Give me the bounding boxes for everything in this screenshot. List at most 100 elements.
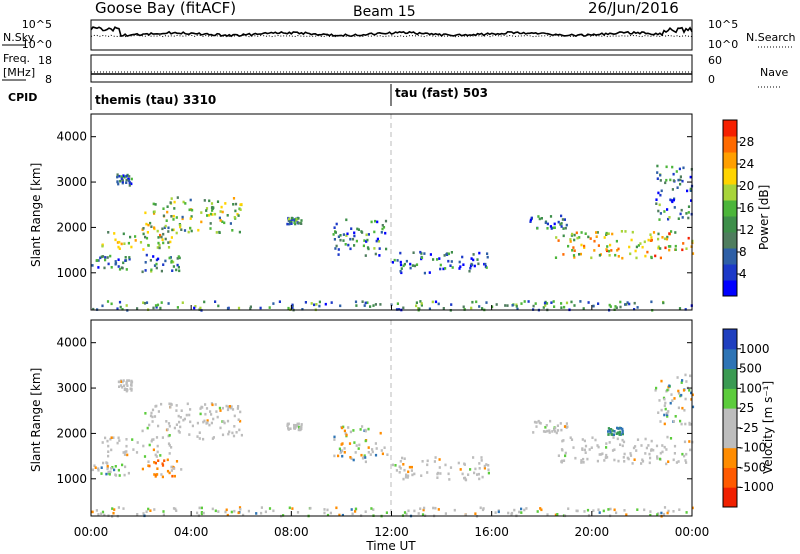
range-gate-cell: [217, 304, 220, 308]
range-gate-cell: [378, 254, 381, 257]
range-gate-cell: [450, 251, 453, 254]
range-gate-cell: [625, 303, 628, 306]
range-gate-cell: [646, 250, 649, 254]
range-gate-cell: [168, 471, 171, 475]
y-tick-label: 1000: [56, 472, 87, 486]
range-gate-cell: [622, 440, 626, 444]
range-gate-cell: [178, 431, 181, 434]
range-gate-cell: [110, 302, 113, 306]
range-gate-cell: [118, 439, 121, 442]
range-gate-cell: [149, 259, 152, 262]
range-gate-cell: [661, 444, 664, 447]
range-gate-cell: [472, 456, 475, 459]
range-gate-cell: [592, 304, 595, 308]
range-gate-cell: [340, 443, 343, 446]
range-gate-cell: [335, 244, 338, 248]
range-gate-cell: [580, 459, 583, 462]
range-gate-cell: [326, 508, 329, 512]
range-gate-cell: [391, 261, 394, 264]
range-gate-cell: [154, 475, 157, 478]
range-gate-cell: [621, 438, 624, 442]
y-tick-label: 2000: [56, 426, 87, 440]
range-gate-cell: [147, 244, 150, 247]
range-gate-cell: [343, 447, 346, 450]
range-gate-cell: [684, 308, 687, 311]
range-gate-cell: [282, 514, 285, 517]
range-gate-cell: [621, 432, 624, 436]
range-gate-cell: [420, 474, 423, 477]
range-gate-cell: [685, 212, 688, 215]
range-gate-cell: [662, 512, 666, 516]
range-gate-cell: [467, 473, 470, 476]
range-gate-cell: [671, 188, 674, 191]
range-gate-cell: [544, 426, 547, 429]
range-gate-cell: [175, 216, 178, 219]
range-gate-cell: [426, 459, 429, 463]
range-gate-cell: [212, 436, 215, 439]
range-gate-cell: [135, 451, 139, 454]
range-gate-cell: [399, 460, 402, 463]
range-gate-cell: [665, 178, 668, 182]
range-gate-cell: [540, 217, 543, 220]
range-gate-cell: [175, 231, 178, 235]
range-gate-cell: [167, 230, 170, 233]
range-gate-cell: [535, 421, 538, 424]
freq-frame: [90, 54, 693, 83]
range-gate-cell: [127, 241, 130, 245]
range-gate-cell: [482, 507, 485, 510]
range-gate-cell: [564, 226, 567, 230]
range-gate-cell: [123, 473, 126, 477]
range-gate-cell: [124, 465, 127, 469]
range-gate-cell: [641, 460, 645, 463]
range-gate-cell: [675, 170, 678, 173]
range-gate-cell: [434, 300, 438, 304]
range-gate-cell: [380, 231, 383, 234]
colorbar-swatch: [723, 368, 737, 389]
range-gate-cell: [155, 404, 158, 408]
range-gate-cell: [569, 436, 572, 439]
range-gate-cell: [403, 457, 406, 460]
range-gate-cell: [411, 473, 414, 477]
range-gate-cell: [563, 305, 566, 309]
range-gate-cell: [548, 431, 551, 434]
range-gate-cell: [168, 402, 171, 406]
range-gate-cell: [125, 382, 128, 386]
range-gate-cell: [157, 410, 160, 413]
range-gate-cell: [214, 509, 217, 513]
range-gate-cell: [142, 512, 145, 515]
range-gate-cell: [218, 231, 221, 234]
range-gate-cell: [367, 446, 370, 449]
range-gate-cell: [172, 214, 175, 218]
range-gate-cell: [122, 384, 126, 387]
range-gate-cell: [347, 426, 350, 429]
range-gate-cell: [474, 512, 477, 515]
range-gate-cell: [221, 406, 224, 410]
range-gate-cell: [126, 453, 129, 457]
range-gate-cell: [351, 512, 354, 516]
range-gate-cell: [121, 308, 124, 311]
range-gate-cell: [117, 258, 120, 261]
range-gate-cell: [205, 209, 208, 212]
range-gate-cell: [665, 448, 668, 451]
range-gate-cell: [564, 454, 567, 458]
range-gate-cell: [191, 208, 194, 212]
range-gate-cell: [148, 423, 151, 427]
range-gate-cell: [353, 441, 356, 444]
range-gate-cell: [345, 433, 348, 437]
range-gate-cell: [233, 414, 236, 418]
range-gate-cell: [159, 454, 162, 457]
range-gate-cell: [672, 179, 675, 182]
range-gate-cell: [384, 219, 388, 223]
range-gate-cell: [385, 247, 388, 251]
range-gate-cell: [649, 513, 652, 517]
range-gate-cell: [128, 256, 131, 259]
range-gate-cell: [432, 506, 435, 510]
range-gate-cell: [673, 452, 676, 455]
range-gate-cell: [160, 402, 163, 406]
range-gate-cell: [162, 207, 165, 210]
range-gate-cell: [678, 167, 681, 171]
range-gate-cell: [641, 245, 644, 249]
range-gate-cell: [611, 429, 614, 432]
range-gate-cell: [116, 173, 119, 176]
range-gate-cell: [544, 430, 547, 433]
